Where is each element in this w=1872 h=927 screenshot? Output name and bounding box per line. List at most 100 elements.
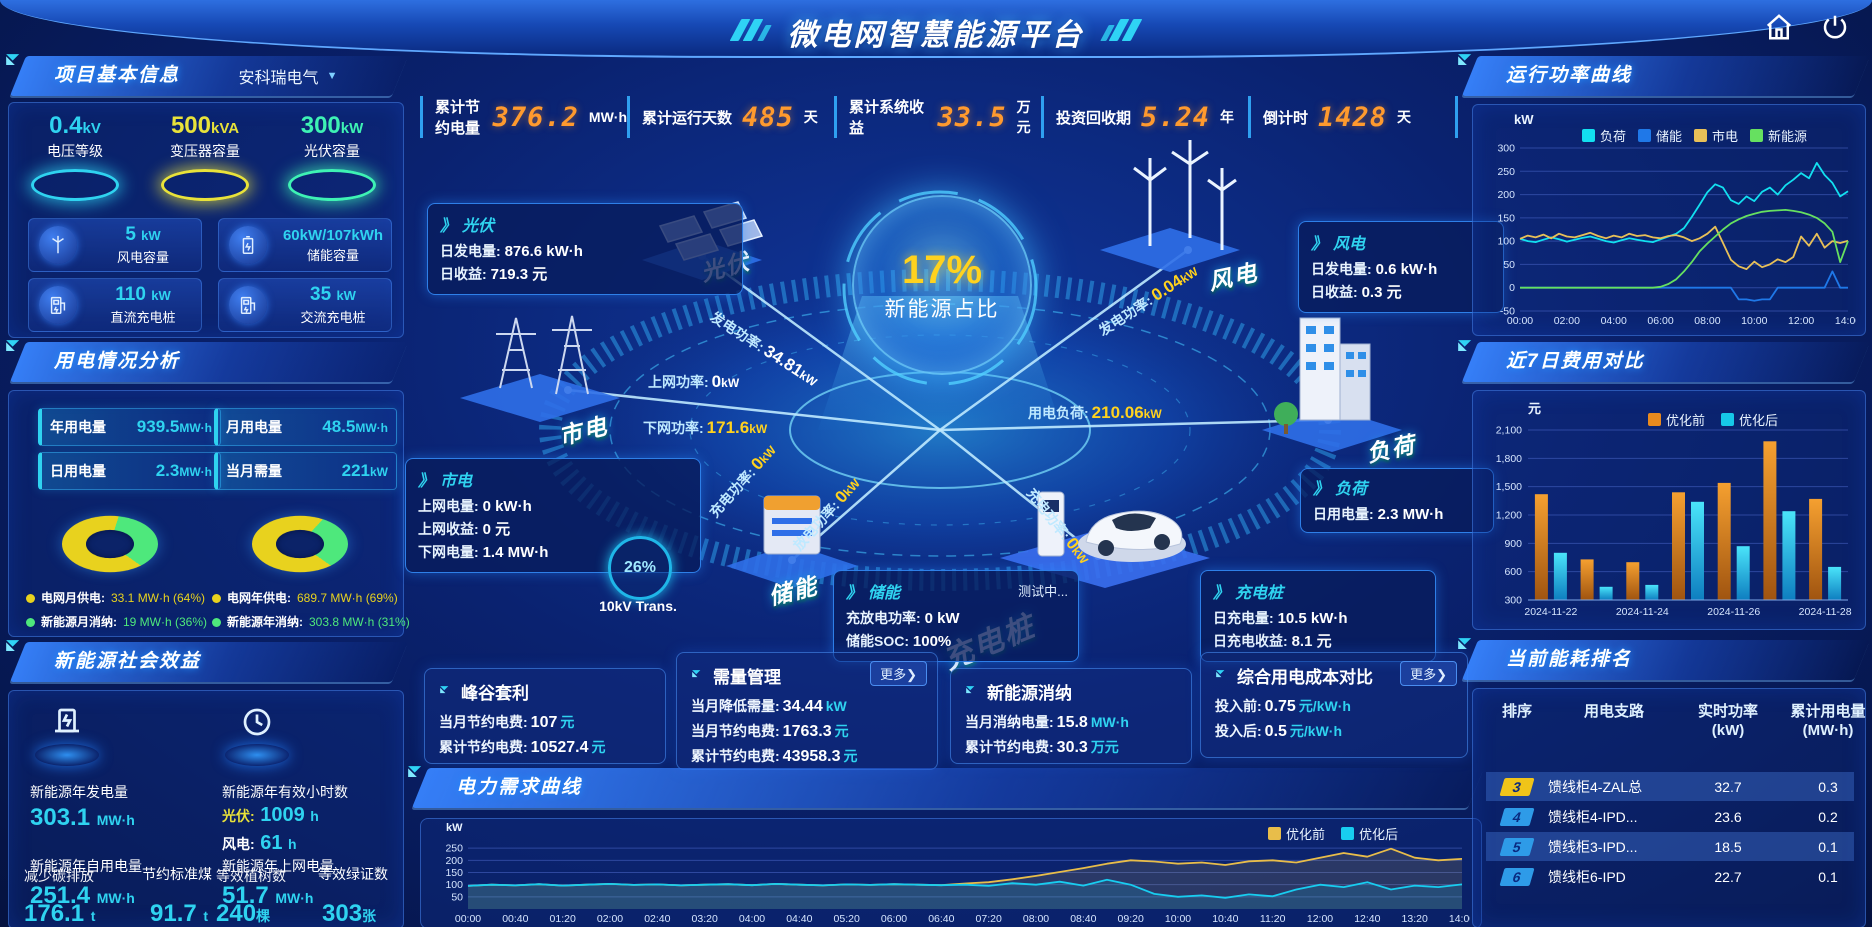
flow-to-grid-power: 上网功率: 0kW bbox=[648, 372, 740, 391]
panel-header-energy-ranking: 当前能耗排名 bbox=[1458, 638, 1871, 680]
pv-hours-key: 光伏: bbox=[222, 808, 255, 824]
kpi-corner-icon bbox=[966, 685, 975, 693]
card-wind-capacity: 5 kW 风电容量 bbox=[28, 218, 202, 272]
svg-text:03:20: 03:20 bbox=[692, 913, 718, 924]
realtime-power: 18.5 bbox=[1714, 838, 1742, 855]
col-power: 实时功率 (kW) bbox=[1697, 703, 1758, 739]
ranking-row[interactable]: 5 馈线柜3-IPD... 18.5 0.1 bbox=[1486, 832, 1854, 861]
home-icon[interactable] bbox=[1764, 12, 1794, 47]
legend-dot bbox=[212, 593, 221, 603]
svg-text:12:00: 12:00 bbox=[1788, 315, 1814, 326]
holo-value: 0.4 bbox=[49, 112, 83, 139]
svg-text:11:20: 11:20 bbox=[1260, 913, 1286, 924]
svg-text:200: 200 bbox=[445, 855, 463, 867]
more-button[interactable]: 更多❯ bbox=[1400, 661, 1457, 686]
stat-unit: MW·h bbox=[588, 109, 627, 125]
hologram-transformer: 500kVA 变压器容量 bbox=[145, 112, 265, 201]
legend-value: 303.8 MW·h (31%) bbox=[309, 615, 410, 629]
flow-wind-gen-power: 发电功率:0.04kW bbox=[1095, 264, 1201, 339]
usage-value: 2.3 bbox=[155, 461, 180, 480]
legend-dot bbox=[212, 617, 221, 627]
power-curve-chart[interactable]: -50 0 50 100 150 200 250 300 00:00 02:00 04:00 06:0… bbox=[1482, 138, 1861, 328]
wind-node-icon bbox=[1100, 140, 1240, 272]
svg-text:1,500: 1,500 bbox=[1496, 481, 1522, 493]
svg-text:0: 0 bbox=[1509, 282, 1515, 294]
benefit-certs-value: 303 bbox=[322, 900, 363, 927]
svg-text:150: 150 bbox=[1497, 212, 1515, 224]
power-icon[interactable] bbox=[1820, 12, 1850, 47]
panel-header-demand-curve: 电力需求曲线 bbox=[408, 766, 1485, 808]
panel-body-energy-ranking bbox=[1472, 688, 1866, 927]
ranking-row[interactable]: 4 馈线柜4-IPD... 23.6 0.2 bbox=[1486, 802, 1854, 831]
stat-label: 累计运行天数 bbox=[642, 109, 733, 127]
ranking-table-header: 排序 用电支路 实时功率 (kW) 累计用电量 (MW·h) bbox=[1486, 702, 1866, 740]
panel-corner-icon bbox=[1458, 638, 1472, 649]
card-storage-capacity: 60kW/107kWh 储能容量 bbox=[218, 218, 392, 272]
total-energy: 0.2 bbox=[1818, 808, 1838, 825]
svg-text:07:20: 07:20 bbox=[976, 913, 1002, 924]
infobox-storage: 》储能 测试中... 充放电功率: 0 kW 储能SOC: 100% bbox=[833, 570, 1079, 662]
stat-value: 1428 bbox=[1318, 101, 1388, 133]
chevron-down-icon: ▼ bbox=[326, 70, 338, 82]
chevrons-right-icon: 》 bbox=[418, 473, 435, 490]
branch-name: 馈线柜4-IPD... bbox=[1548, 808, 1638, 825]
benefit-selfuse-value: 251.4 bbox=[30, 882, 91, 909]
more-button[interactable]: 更多❯ bbox=[870, 661, 927, 686]
renewable-share-percent: 17% bbox=[901, 247, 983, 292]
demand-chart-legend: 优化前 优化后 bbox=[1268, 824, 1398, 843]
svg-text:10:00: 10:00 bbox=[1741, 315, 1767, 326]
svg-text:00:00: 00:00 bbox=[1507, 315, 1533, 326]
company-select[interactable]: 安科瑞电气 ▼ bbox=[200, 62, 376, 90]
svg-text:04:00: 04:00 bbox=[1601, 315, 1627, 326]
svg-text:1,800: 1,800 bbox=[1496, 453, 1522, 465]
benefit-togrid-unit: MW·h bbox=[275, 890, 314, 906]
kpi-corner-icon bbox=[1216, 669, 1225, 677]
node-label-wind: 风电 bbox=[1206, 259, 1261, 295]
benefit-gen-value: 303.1 bbox=[30, 804, 91, 831]
ranking-row[interactable]: 3 馈线柜4-ZAL总 32.7 0.3 bbox=[1486, 772, 1854, 801]
demand-curve-chart[interactable]: 50 100 150 200 250 00:00 00:40 01:20 02:00 02:40 0… bbox=[430, 826, 1475, 925]
benefit-coal-unit: t bbox=[203, 908, 209, 924]
ranking-row[interactable]: 6 馈线柜6-IPD 22.7 0.1 bbox=[1486, 862, 1854, 891]
clock-icon bbox=[222, 702, 292, 766]
svg-text:02:00: 02:00 bbox=[597, 913, 623, 924]
renewable-share-core: 17% 新能源占比 bbox=[852, 195, 1032, 375]
usage-label: 年用电量 bbox=[50, 419, 106, 435]
panel-title: 当前能耗排名 bbox=[1506, 649, 1633, 670]
svg-text:250: 250 bbox=[1497, 166, 1515, 178]
cost-chart-legend: 优化前 优化后 bbox=[1648, 410, 1778, 429]
total-energy: 0.3 bbox=[1818, 778, 1838, 795]
stat-value: 485 bbox=[742, 101, 794, 133]
kpi-corner-icon bbox=[692, 669, 701, 677]
stat-label: 投资回收期 bbox=[1056, 109, 1132, 127]
holo-unit: kW bbox=[340, 120, 364, 137]
hologram-ring bbox=[288, 169, 376, 201]
svg-text:2,100: 2,100 bbox=[1496, 425, 1522, 437]
panel-corner-icon bbox=[1458, 340, 1472, 351]
grid-node-icon bbox=[460, 315, 620, 422]
pv-hours-unit: h bbox=[310, 808, 319, 824]
cost-compare-chart[interactable]: 300 600 900 1,200 1,500 1,800 2,100 2024-11-22 2… bbox=[1482, 420, 1856, 619]
svg-text:600: 600 bbox=[1504, 566, 1522, 578]
col-branch: 用电支路 bbox=[1583, 703, 1644, 720]
stat-run-days: 累计运行天数 485 天 bbox=[627, 96, 834, 138]
svg-text:14:00: 14:00 bbox=[1835, 315, 1856, 326]
power-y-axis-unit: kW bbox=[1514, 112, 1534, 127]
svg-text:13:20: 13:20 bbox=[1402, 913, 1428, 924]
svg-text:50: 50 bbox=[451, 891, 463, 903]
stat-label: 累计节约电量 bbox=[435, 99, 481, 137]
flow-storage-discharge-power: 放电功率:0kW bbox=[790, 476, 863, 554]
svg-text:02:00: 02:00 bbox=[1554, 315, 1580, 326]
legend-label: 电网月供电: bbox=[41, 591, 105, 605]
power-chart-legend: 负荷 储能 市电 新能源 bbox=[1582, 126, 1807, 145]
flow-charger-power: 充电功率:0kW bbox=[1023, 485, 1091, 567]
infobox-pv: 》光伏 日发电量: 876.6 kW·h 日收益: 719.3 元 bbox=[427, 203, 743, 295]
usage-stat-year: 年用电量 939.5MW·h bbox=[38, 408, 221, 446]
stat-value: 5.24 bbox=[1141, 101, 1211, 133]
infobox-load: 》负荷 日用电量: 2.3 MW·h bbox=[1300, 468, 1494, 533]
legend-value: 689.7 MW·h (69%) bbox=[297, 591, 398, 605]
svg-text:100: 100 bbox=[1497, 236, 1515, 248]
transformer-label: 10kV Trans. bbox=[599, 598, 677, 614]
svg-text:200: 200 bbox=[1497, 189, 1515, 201]
benefit-gen-label: 新能源年发电量 bbox=[30, 784, 128, 800]
